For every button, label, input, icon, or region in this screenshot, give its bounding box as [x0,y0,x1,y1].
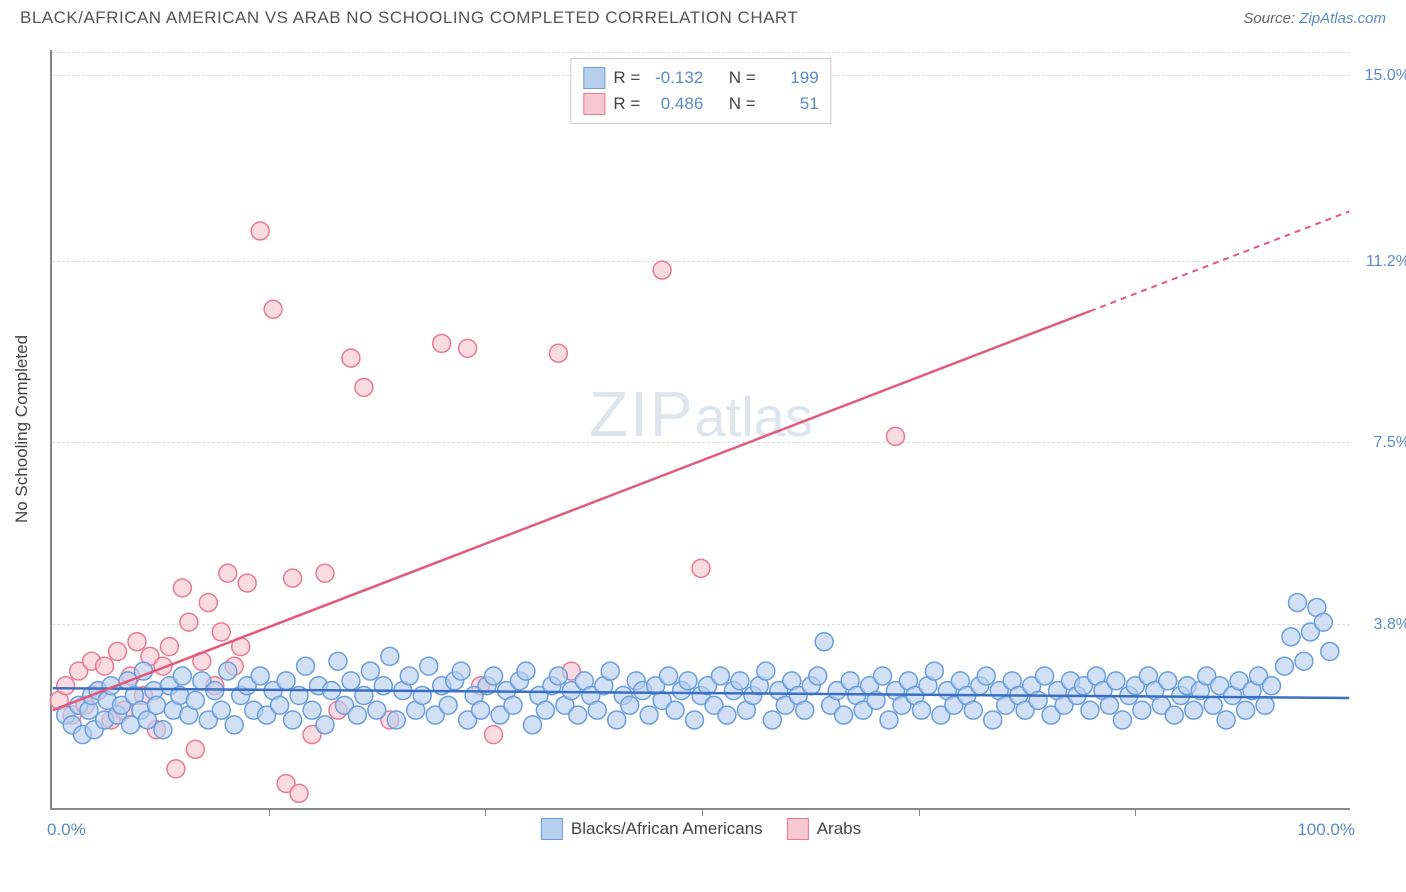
legend-r-value-blue: -0.132 [648,68,703,88]
scatter-plot-svg [52,50,1350,808]
legend-n-value-pink: 51 [764,94,819,114]
legend-r-label: R = [613,68,640,88]
legend-n-label: N = [729,94,756,114]
chart-title: BLACK/AFRICAN AMERICAN VS ARAB NO SCHOOL… [20,8,798,28]
legend-label-blue: Blacks/African Americans [571,819,763,839]
chart-plot-area: No Schooling Completed ZIPatlas 3.8%7.5%… [50,50,1350,810]
legend-row-pink: R = 0.486 N = 51 [583,91,818,117]
legend-item-pink: Arabs [787,818,861,840]
legend-swatch-pink [583,93,605,115]
legend-swatch-pink [787,818,809,840]
x-axis-max-label: 100.0% [1297,820,1355,840]
legend-label-pink: Arabs [817,819,861,839]
source-attribution: Source: ZipAtlas.com [1243,10,1386,27]
legend-r-value-pink: 0.486 [648,94,703,114]
x-axis-min-label: 0.0% [47,820,86,840]
legend-n-label: N = [729,68,756,88]
legend-swatch-blue [541,818,563,840]
legend-row-blue: R = -0.132 N = 199 [583,65,818,91]
y-axis-label: No Schooling Completed [12,335,32,523]
correlation-legend: R = -0.132 N = 199 R = 0.486 N = 51 [570,58,831,124]
source-link[interactable]: ZipAtlas.com [1299,10,1386,27]
legend-item-blue: Blacks/African Americans [541,818,763,840]
legend-r-label: R = [613,94,640,114]
legend-swatch-blue [583,67,605,89]
source-label: Source: [1243,10,1299,27]
series-legend: Blacks/African Americans Arabs [541,818,861,840]
legend-n-value-blue: 199 [764,68,819,88]
